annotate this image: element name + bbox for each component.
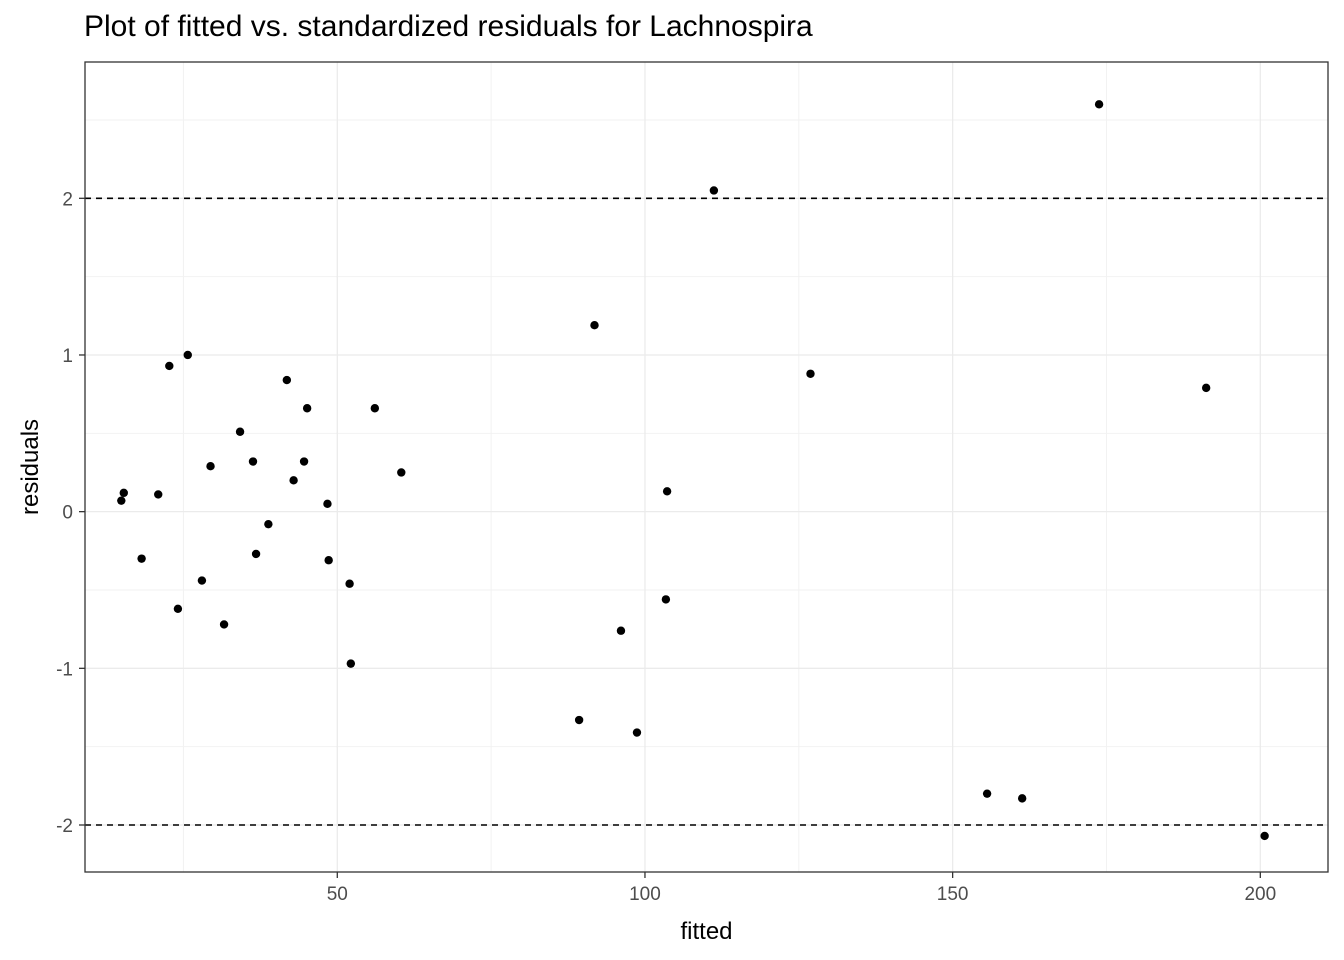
data-point xyxy=(206,462,215,471)
data-point xyxy=(183,350,192,360)
data-point xyxy=(219,620,229,629)
data-point xyxy=(289,476,298,485)
y-axis-ticks: -2 -1 0 1 2 xyxy=(56,189,85,837)
data-point xyxy=(117,496,126,505)
y-axis-title: residuals xyxy=(17,419,44,515)
data-point xyxy=(173,604,183,613)
data-point xyxy=(264,519,273,529)
data-point xyxy=(197,576,207,585)
data-point xyxy=(397,468,406,477)
data-point xyxy=(616,626,626,635)
y-tick-label: -2 xyxy=(56,816,73,837)
data-points xyxy=(117,100,1269,841)
data-point xyxy=(1260,831,1269,841)
data-point xyxy=(282,375,292,385)
y-tick-label: -1 xyxy=(56,659,73,680)
data-point xyxy=(574,715,584,725)
major-gridlines xyxy=(85,62,1328,872)
data-point xyxy=(248,457,258,466)
x-tick-label: 200 xyxy=(1244,884,1276,905)
data-point xyxy=(137,554,146,563)
data-point xyxy=(709,186,719,195)
data-point xyxy=(982,789,992,798)
x-axis-title: fitted xyxy=(680,918,732,945)
y-tick-label: 0 xyxy=(62,503,73,524)
panel-border xyxy=(84,61,1329,873)
x-tick-label: 50 xyxy=(327,884,348,905)
x-axis-ticks: 50 100 150 200 xyxy=(327,872,1276,905)
y-tick-label: 1 xyxy=(62,346,73,367)
reference-lines xyxy=(85,197,1328,826)
data-point xyxy=(806,369,815,378)
data-point xyxy=(661,595,671,604)
data-point xyxy=(302,404,312,413)
chart-title: Plot of fitted vs. standardized residual… xyxy=(84,10,813,43)
data-point xyxy=(323,499,332,509)
data-point xyxy=(590,321,599,330)
x-tick-label: 150 xyxy=(937,884,969,905)
data-point xyxy=(235,427,245,436)
data-point xyxy=(1094,100,1104,109)
data-point xyxy=(299,457,309,466)
data-point xyxy=(346,659,356,668)
data-point xyxy=(251,549,261,559)
data-point xyxy=(119,488,128,498)
x-tick-label: 100 xyxy=(629,884,661,905)
data-point xyxy=(1017,794,1027,803)
data-point xyxy=(154,490,163,499)
data-point xyxy=(632,728,642,737)
y-tick-label: 2 xyxy=(62,189,73,210)
minor-gridlines xyxy=(85,62,1328,872)
data-point xyxy=(324,556,333,565)
data-point xyxy=(345,579,354,588)
data-point xyxy=(165,361,174,371)
data-point xyxy=(662,487,672,496)
data-point xyxy=(370,404,380,413)
data-point xyxy=(1201,383,1211,393)
